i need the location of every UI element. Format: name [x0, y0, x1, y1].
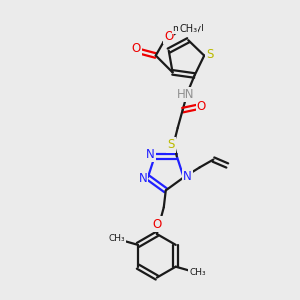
Text: CH₃: CH₃	[179, 24, 197, 34]
Text: N: N	[146, 148, 155, 161]
Text: S: S	[206, 48, 214, 61]
Text: N: N	[183, 170, 192, 183]
Text: O: O	[152, 218, 161, 231]
Text: CH₃: CH₃	[109, 234, 125, 243]
Text: HN: HN	[177, 88, 194, 101]
Text: O: O	[131, 42, 141, 55]
Text: S: S	[167, 138, 174, 151]
Text: O: O	[197, 100, 206, 113]
Text: methyl: methyl	[172, 24, 204, 33]
Text: N: N	[139, 172, 147, 185]
Text: O: O	[164, 30, 173, 43]
Text: CH₃: CH₃	[189, 268, 206, 277]
